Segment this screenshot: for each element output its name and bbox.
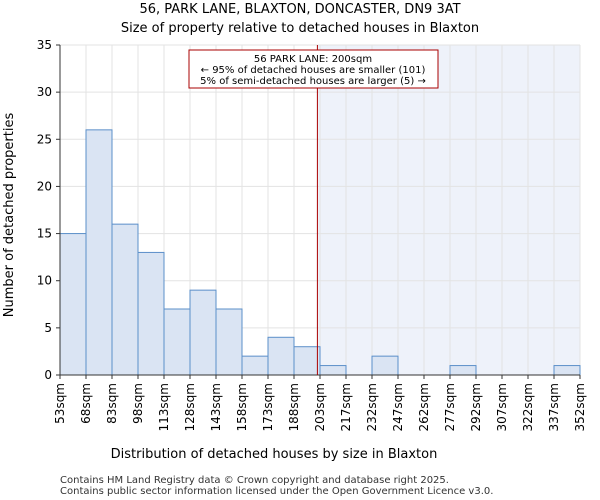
y-tick-label: 0 (44, 368, 52, 382)
x-tick-label: 128sqm (183, 383, 197, 431)
x-tick-label: 277sqm (443, 383, 457, 431)
property-annotation: 56 PARK LANE: 200sqm ← 95% of detached h… (188, 49, 439, 89)
bar (215, 308, 243, 376)
x-tick-label: 217sqm (339, 383, 353, 431)
x-tick-label: 292sqm (469, 383, 483, 431)
bar (371, 355, 399, 376)
x-tick-label: 322sqm (521, 383, 535, 431)
x-tick-label: 113sqm (157, 383, 171, 431)
bar (189, 289, 217, 376)
bar (85, 129, 113, 376)
annotation-line-1: 56 PARK LANE: 200sqm (254, 54, 372, 65)
footer-line-2: Contains public sector information licen… (60, 486, 493, 497)
x-tick-label: 173sqm (261, 383, 275, 431)
bar (59, 233, 87, 376)
x-tick-label: 307sqm (495, 383, 509, 431)
x-tick-label: 143sqm (209, 383, 223, 431)
bar (137, 251, 165, 376)
y-axis-label: Number of detached properties (2, 113, 17, 318)
bar (319, 365, 347, 376)
y-tick-label: 15 (37, 227, 52, 241)
y-tick-label: 10 (37, 274, 52, 288)
bar (163, 308, 191, 376)
annotation-line-3: 5% of semi-detached houses are larger (5… (200, 76, 426, 87)
x-tick-label: 68sqm (79, 383, 93, 424)
chart-subtitle: Size of property relative to detached ho… (121, 21, 479, 36)
x-tick-label: 337sqm (547, 383, 561, 431)
x-tick-label: 158sqm (235, 383, 249, 431)
x-tick-label: 203sqm (313, 383, 327, 431)
y-tick-label: 35 (37, 38, 52, 52)
x-tick-label: 352sqm (573, 383, 587, 431)
x-tick-label: 53sqm (53, 383, 67, 424)
bar (241, 355, 269, 376)
bar (267, 336, 295, 376)
x-tick-label: 83sqm (105, 383, 119, 424)
x-tick-label: 262sqm (417, 383, 431, 431)
footer-line-1: Contains HM Land Registry data © Crown c… (60, 475, 449, 486)
bar (293, 346, 321, 376)
y-tick-label: 30 (37, 85, 52, 99)
annotation-box (188, 49, 439, 89)
x-axis-label: Distribution of detached houses by size … (111, 447, 438, 462)
chart-title: 56, PARK LANE, BLAXTON, DONCASTER, DN9 3… (139, 2, 460, 17)
y-tick-label: 25 (37, 132, 52, 146)
x-tick-label: 188sqm (287, 383, 301, 431)
bar (553, 365, 581, 376)
x-tick-label: 98sqm (131, 383, 145, 424)
y-tick-label: 5 (44, 321, 52, 335)
y-tick-label: 20 (37, 179, 52, 193)
x-tick-label: 247sqm (391, 383, 405, 431)
bar (111, 223, 139, 376)
bar (449, 365, 477, 376)
x-tick-label: 232sqm (365, 383, 379, 431)
larger-properties-region (317, 45, 580, 375)
annotation-line-2: ← 95% of detached houses are smaller (10… (201, 65, 426, 76)
